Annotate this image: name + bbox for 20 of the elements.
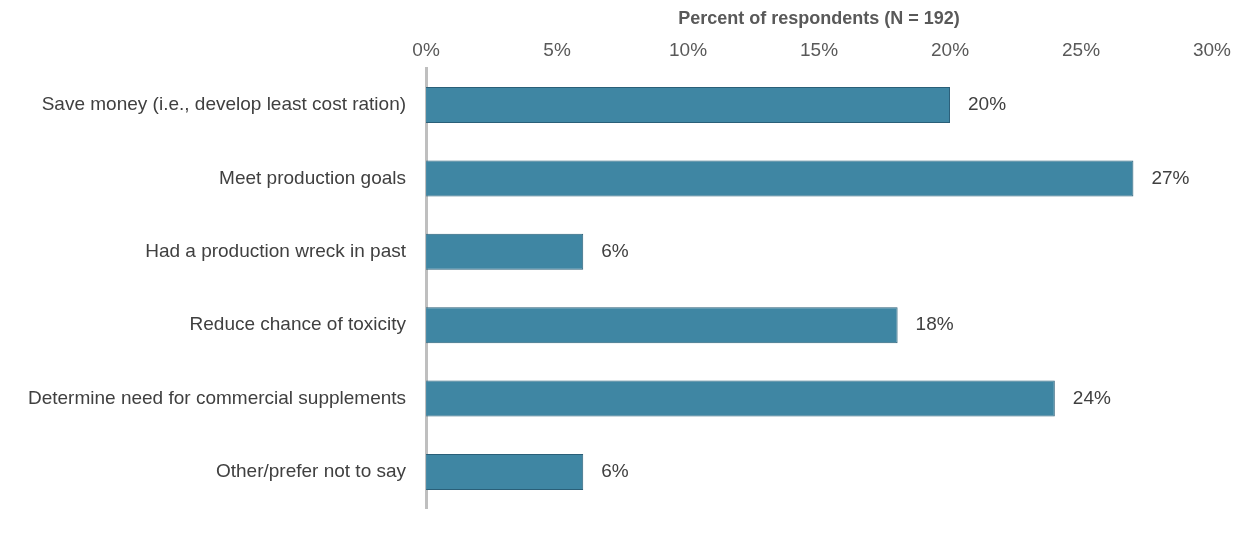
x-tick-label: 30% bbox=[1192, 39, 1232, 61]
y-tick-label: Meet production goals bbox=[219, 166, 407, 188]
data-label: 20% bbox=[968, 93, 1007, 115]
data-label: 24% bbox=[1072, 386, 1111, 408]
x-tick-label: 0% bbox=[412, 39, 440, 61]
y-tick-label: Determine need for commercial supplements bbox=[27, 386, 407, 408]
y-tick-label: Had a production wreck in past bbox=[145, 240, 407, 262]
data-label: 6% bbox=[601, 240, 629, 262]
data-label: 18% bbox=[915, 313, 954, 335]
data-label: 6% bbox=[601, 460, 629, 482]
x-axis-title: Percent of respondents (N = 192) bbox=[678, 7, 960, 28]
y-tick-label: Save money (i.e., develop least cost ration) bbox=[41, 93, 407, 115]
x-tick-label: 25% bbox=[1061, 39, 1101, 61]
x-tick-label: 10% bbox=[669, 39, 708, 61]
y-tick-label: Reduce chance of toxicity bbox=[189, 313, 407, 335]
x-tick-label: 5% bbox=[543, 39, 571, 61]
x-tick-label: 15% bbox=[800, 39, 839, 61]
data-label: 27% bbox=[1151, 166, 1190, 188]
x-tick-label: 20% bbox=[931, 39, 970, 61]
y-tick-label: Other/prefer not to say bbox=[215, 460, 407, 482]
